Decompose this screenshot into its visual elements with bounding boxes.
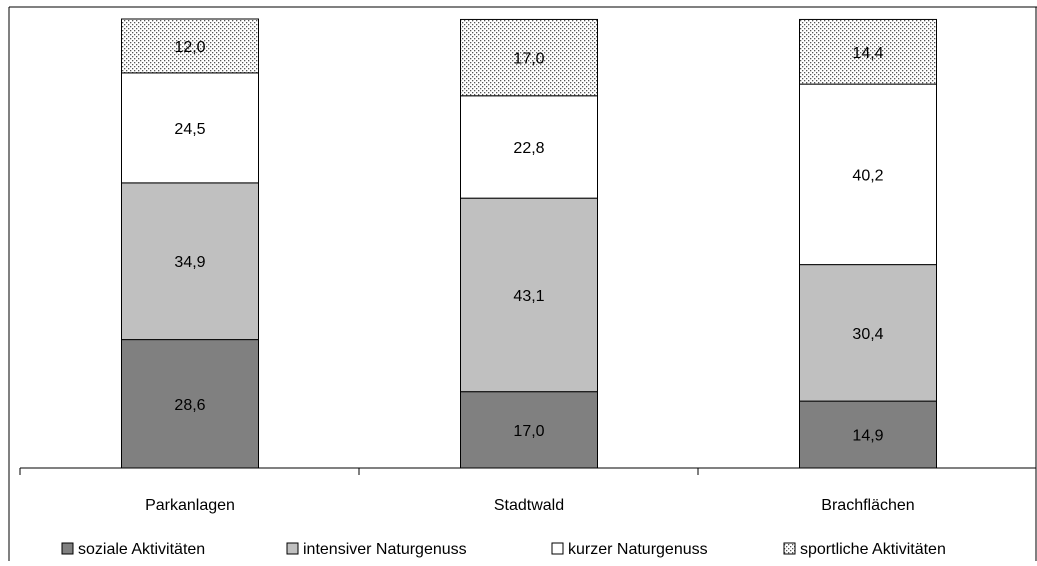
x-tick-label: Brachflächen	[821, 497, 914, 514]
legend-label: soziale Aktivitäten	[78, 541, 205, 558]
data-label: 14,9	[852, 428, 883, 445]
bar-segment-sportliche-aktivit-ten-1	[460, 18, 598, 97]
data-label: 30,4	[852, 326, 883, 343]
legend-swatch	[551, 542, 564, 555]
bars-layer: 28,6 34,9 24,5 12,0 17,0 43,1 22,8 17,0 14,9 30,4…	[121, 18, 937, 469]
bar-segment-intensiver-naturgenuss-1	[460, 197, 598, 393]
legend-swatch	[61, 542, 74, 555]
data-label: 40,2	[852, 167, 883, 184]
data-label: 34,9	[174, 254, 205, 271]
data-label: 28,6	[174, 397, 205, 414]
bar-segment-soziale-aktivit-ten-2	[799, 400, 937, 469]
data-label: 12,0	[174, 39, 205, 56]
data-label: 24,5	[174, 121, 205, 138]
legend-label: intensiver Naturgenuss	[303, 541, 467, 558]
bar-segment-sportliche-aktivit-ten-2	[799, 18, 937, 85]
data-label: 17,0	[513, 423, 544, 440]
legend: soziale Aktivitäten intensiver Naturgenus…	[61, 541, 946, 558]
x-tick-label: Stadtwald	[494, 497, 564, 514]
bar-segment-soziale-aktivit-ten-0	[121, 339, 259, 469]
bar-segment-kurzer-naturgenuss-2	[799, 83, 937, 266]
data-label: 43,1	[513, 288, 544, 305]
bar-segment-kurzer-naturgenuss-1	[460, 95, 598, 199]
legend-swatch	[783, 542, 796, 555]
bar-segment-sportliche-aktivit-ten-0	[121, 18, 259, 74]
x-tick-label: Parkanlagen	[145, 497, 235, 514]
data-label: 17,0	[513, 51, 544, 68]
bar-segment-intensiver-naturgenuss-2	[799, 264, 937, 402]
legend-label: sportliche Aktivitäten	[800, 541, 946, 558]
legend-swatch	[286, 542, 299, 555]
data-label: 22,8	[513, 140, 544, 157]
bar-segment-kurzer-naturgenuss-0	[121, 72, 259, 184]
legend-label: kurzer Naturgenuss	[568, 541, 708, 558]
data-label: 14,4	[852, 45, 883, 62]
x-axis: Parkanlagen Stadtwald Brachflächen	[19, 467, 1037, 514]
